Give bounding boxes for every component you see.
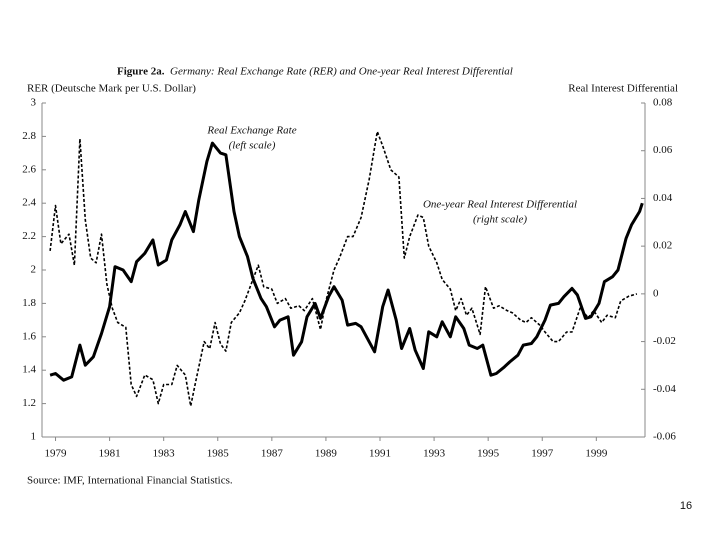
y2-tick-label: 0.04 — [653, 192, 673, 204]
y-tick-label: 3 — [31, 97, 37, 109]
x-tick-label: 1987 — [261, 448, 284, 460]
data-line — [49, 130, 638, 407]
y-tick-label: 2 — [31, 264, 37, 276]
y-tick-label: 1.8 — [22, 297, 36, 309]
x-tick-label: 1981 — [99, 448, 121, 460]
chart-title: Figure 2a. — [117, 66, 165, 78]
data-line — [49, 141, 644, 382]
x-tick-label: 1997 — [531, 448, 554, 460]
y2-tick-label: 0 — [653, 287, 659, 299]
x-tick-label: 1985 — [207, 448, 230, 460]
y-tick-label: 2.8 — [22, 130, 36, 142]
y2-tick-label: -0.02 — [653, 335, 676, 347]
annotation: One-year Real Interest Differential — [423, 199, 577, 211]
y-tick-label: 2.4 — [22, 197, 36, 209]
y-tick-label: 1.4 — [22, 364, 36, 376]
annotation: (left scale) — [229, 140, 276, 152]
page-number: 16 — [680, 500, 692, 512]
chart-subtitle: Germany: Real Exchange Rate (RER) and On… — [170, 66, 513, 78]
y-tick-label: 1.2 — [22, 397, 36, 409]
y-tick-label: 1.6 — [22, 330, 36, 342]
x-tick-label: 1991 — [369, 448, 391, 460]
x-tick-label: 1993 — [423, 448, 446, 460]
x-tick-label: 1979 — [45, 448, 68, 460]
y-tick-label: 2.2 — [22, 230, 36, 242]
y2-tick-label: 0.02 — [653, 240, 672, 252]
y2-axis-label: Real Interest Differential — [568, 83, 678, 95]
x-tick-label: 1999 — [585, 448, 608, 460]
annotation: (right scale) — [473, 214, 527, 226]
x-tick-label: 1983 — [153, 448, 176, 460]
y2-tick-label: -0.06 — [653, 431, 676, 443]
annotation: Real Exchange Rate — [206, 125, 296, 137]
x-tick-label: 1995 — [477, 448, 500, 460]
y2-tick-label: 0.08 — [653, 97, 673, 109]
y-tick-label: 1 — [31, 431, 37, 443]
y-axis-label: RER (Deutsche Mark per U.S. Dollar) — [27, 83, 196, 95]
y-tick-label: 2.6 — [22, 163, 36, 175]
source-note: Source: IMF, International Financial Sta… — [27, 475, 233, 487]
y2-tick-label: 0.06 — [653, 144, 673, 156]
y2-tick-label: -0.04 — [653, 383, 676, 395]
x-tick-label: 1989 — [315, 448, 338, 460]
